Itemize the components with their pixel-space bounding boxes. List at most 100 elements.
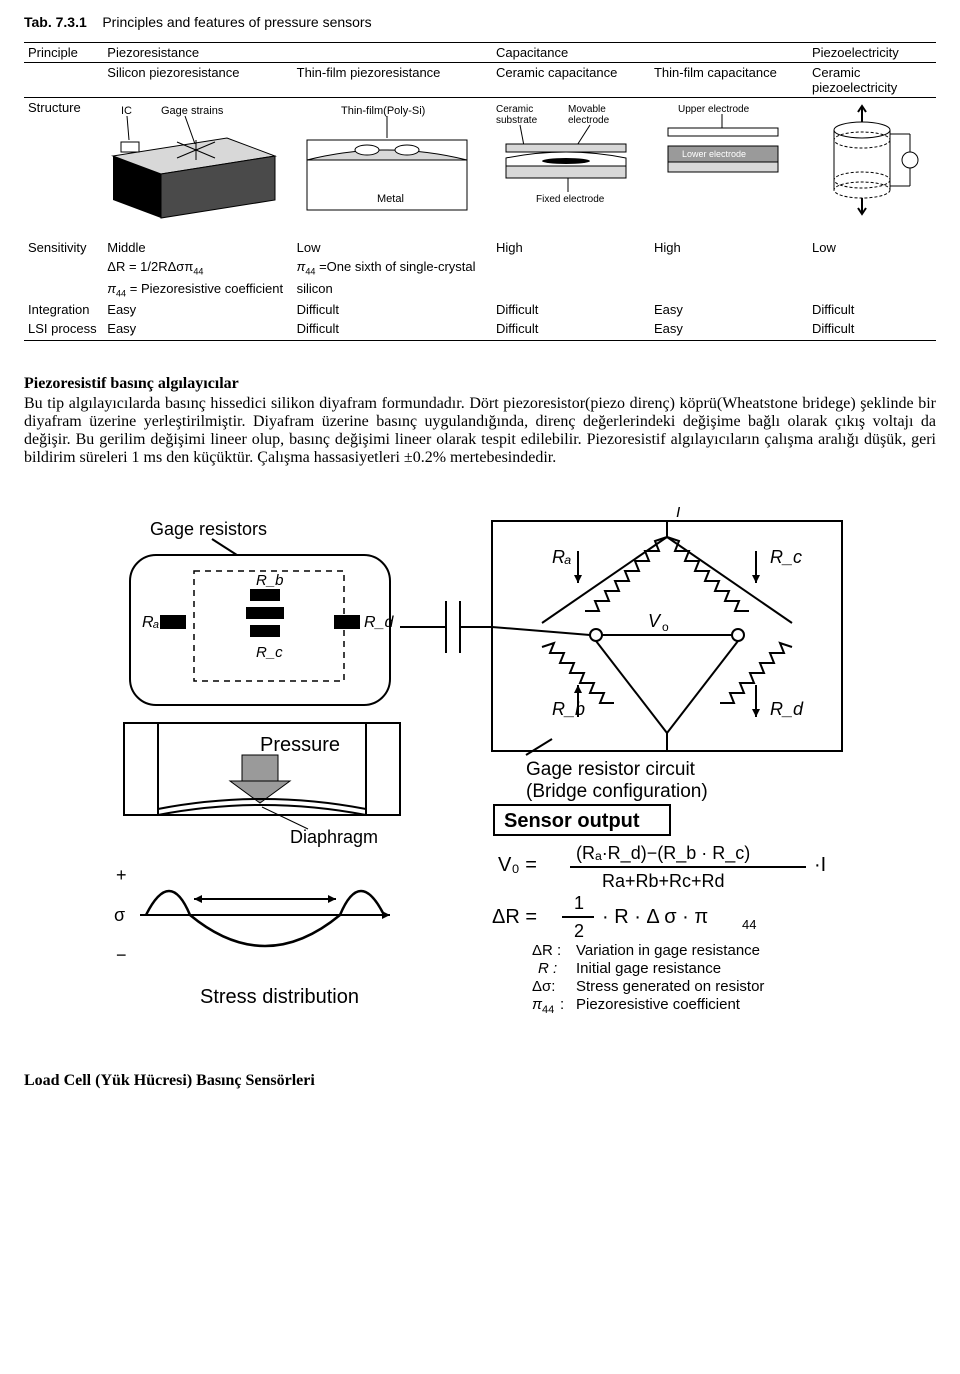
row-principle: Principle Piezoresistance Capacitance Pi… — [24, 43, 936, 62]
lbl-gage-resistors: Gage resistors — [150, 519, 267, 539]
lbl-circuit1: Gage resistor circuit — [526, 759, 696, 780]
int-thinfilm-piezo: Difficult — [293, 300, 492, 319]
lbl-vo-sub: o — [662, 620, 669, 634]
rule-bottom — [24, 340, 936, 341]
lbl-thinfilm: Thin-film(Poly-Si) — [341, 105, 425, 117]
sensor-table: Principle Piezoresistance Capacitance Pi… — [24, 43, 936, 338]
row-structure: Structure IC Gage strains — [24, 98, 936, 238]
caption-text: Principles and features of pressure sens… — [102, 14, 371, 30]
sens-thinfilm-1: Low — [293, 238, 492, 257]
row-sensitivity-2: ΔR = 1/2RΔσπ44 π44 =One sixth of single-… — [24, 257, 936, 279]
sens-thinfilm-3: silicon — [293, 279, 492, 301]
eq-v0-num: (Rₐ·R_d)−(R_b · R_c) — [576, 843, 750, 864]
lbl-vo: V — [648, 611, 662, 631]
lbl-rb2: R_b — [552, 699, 585, 719]
figure-piezoresistive: Gage resistors Rₐ R_b R_c R_d Pressure D… — [24, 507, 936, 1032]
diagram-ceramic-piezo — [808, 98, 936, 238]
hdr-piezoresistance: Piezoresistance — [103, 43, 492, 62]
body-paragraph: Piezoresistif basınç algılayıcılar Bu ti… — [24, 375, 936, 467]
lbl-i: I — [676, 507, 681, 521]
lbl-diaphragm: Diaphragm — [290, 827, 378, 847]
eq-half-den: 2 — [574, 921, 584, 941]
lbl-gage-strains: Gage strains — [161, 105, 224, 117]
lbl-pressure: Pressure — [260, 734, 340, 756]
lbl-rd2: R_d — [770, 699, 804, 719]
leg3-sym: Δσ: — [532, 978, 555, 995]
lbl-circuit2: (Bridge configuration) — [526, 781, 708, 802]
lbl-rc: R_c — [256, 644, 283, 661]
eq-v0-tail: ·I — [814, 854, 826, 876]
row-label-integration: Integration — [24, 300, 103, 319]
lbl-movable: Movable — [568, 104, 606, 115]
row-sensitivity-3: π44 = Piezoresistive coefficient silicon — [24, 279, 936, 301]
lbl-rb: R_b — [256, 572, 284, 589]
lsi-thinfilm-cap: Easy — [650, 319, 808, 338]
int-ceramic-cap: Difficult — [492, 300, 650, 319]
sens-ceramic-cap: High — [492, 238, 650, 257]
lsi-ceramic-piezo: Difficult — [808, 319, 936, 338]
diagram-silicon: IC Gage strains — [103, 98, 292, 238]
sub-ceramic-piezo: Ceramic piezoelectricity — [808, 63, 936, 97]
hdr-capacitance: Capacitance — [492, 43, 808, 62]
sub-thinfilm-piezo: Thin-film piezoresistance — [293, 63, 492, 97]
leg2: Initial gage resistance — [576, 960, 721, 977]
paragraph-text: Bu tip algılayıcılarda basınç hissedici … — [24, 395, 936, 466]
lbl-sensor-output: Sensor output — [504, 810, 640, 832]
diagram-thinfilm-piezo: Thin-film(Poly-Si) Metal — [293, 98, 492, 238]
lbl-ra2: Rₐ — [552, 547, 571, 567]
lbl-ceramic-sub2: substrate — [496, 115, 538, 126]
eq-dr-lhs: ΔR = — [492, 906, 537, 928]
leg4-sym-sub: 44 — [542, 1004, 554, 1016]
int-silicon: Easy — [103, 300, 292, 319]
lbl-rd: R_d — [364, 614, 394, 631]
sub-silicon: Silicon piezoresistance — [103, 63, 292, 97]
sub-ceramic-cap: Ceramic capacitance — [492, 63, 650, 97]
eq-v0-lhs: V₀ = — [498, 854, 537, 876]
sens-silicon-2: ΔR = 1/2RΔσπ44 — [103, 257, 292, 279]
footer-heading: Load Cell (Yük Hücresi) Basınç Sensörler… — [24, 1072, 936, 1090]
lbl-rc2: R_c — [770, 547, 802, 567]
lbl-ic: IC — [121, 105, 132, 117]
lbl-ceramic-sub: Ceramic — [496, 104, 533, 115]
row-integration: Integration Easy Difficult Difficult Eas… — [24, 300, 936, 319]
diagram-ceramic-cap: Ceramic substrate Movable electrode Fixe… — [492, 98, 650, 238]
table-caption: Tab. 7.3.1 Principles and features of pr… — [24, 14, 936, 30]
int-ceramic-piezo: Difficult — [808, 300, 936, 319]
row-lsi: LSI process Easy Difficult Difficult Eas… — [24, 319, 936, 338]
hdr-piezoelectricity: Piezoelectricity — [808, 43, 936, 62]
sens-silicon-3: π44 = Piezoresistive coefficient — [103, 279, 292, 301]
eq-v0-den: Ra+Rb+Rc+Rd — [602, 871, 725, 891]
sens-ceramic-piezo: Low — [808, 238, 936, 257]
row-subheaders: Silicon piezoresistance Thin-film piezor… — [24, 63, 936, 97]
eq-dr-tail: · R · Δ σ · π — [602, 906, 708, 928]
lbl-stress: Stress distribution — [200, 986, 359, 1008]
lsi-silicon: Easy — [103, 319, 292, 338]
sens-thinfilm-cap: High — [650, 238, 808, 257]
lbl-metal: Metal — [377, 193, 404, 205]
diagram-thinfilm-cap: Upper electrode Lower electrode — [650, 98, 808, 238]
sens-silicon-1: Middle — [103, 238, 292, 257]
eq-half-num: 1 — [574, 893, 584, 913]
row-label-principle: Principle — [24, 43, 103, 62]
leg1-sym: ΔR : — [532, 942, 561, 959]
leg4: Piezoresistive coefficient — [576, 996, 741, 1013]
lsi-ceramic-cap: Difficult — [492, 319, 650, 338]
row-sensitivity-1: Sensitivity Middle Low High High Low — [24, 238, 936, 257]
caption-prefix: Tab. 7.3.1 — [24, 14, 87, 30]
leg1: Variation in gage resistance — [576, 942, 760, 959]
sub-thinfilm-cap: Thin-film capacitance — [650, 63, 808, 97]
lbl-plus: + — [116, 865, 127, 885]
lbl-ra: Rₐ — [142, 614, 160, 631]
lbl-sigma: σ — [114, 905, 125, 925]
leg4-sym-post: : — [560, 996, 564, 1013]
lbl-movable2: electrode — [568, 115, 610, 126]
row-label-sensitivity: Sensitivity — [24, 238, 103, 257]
leg3: Stress generated on resistor — [576, 978, 764, 995]
lbl-fixed: Fixed electrode — [536, 194, 605, 205]
paragraph-heading: Piezoresistif basınç algılayıcılar — [24, 375, 936, 393]
lbl-lower: Lower electrode — [682, 149, 746, 159]
leg2-sym: R : — [538, 960, 557, 977]
lbl-minus: − — [116, 945, 127, 965]
row-label-lsi: LSI process — [24, 319, 103, 338]
int-thinfilm-cap: Easy — [650, 300, 808, 319]
